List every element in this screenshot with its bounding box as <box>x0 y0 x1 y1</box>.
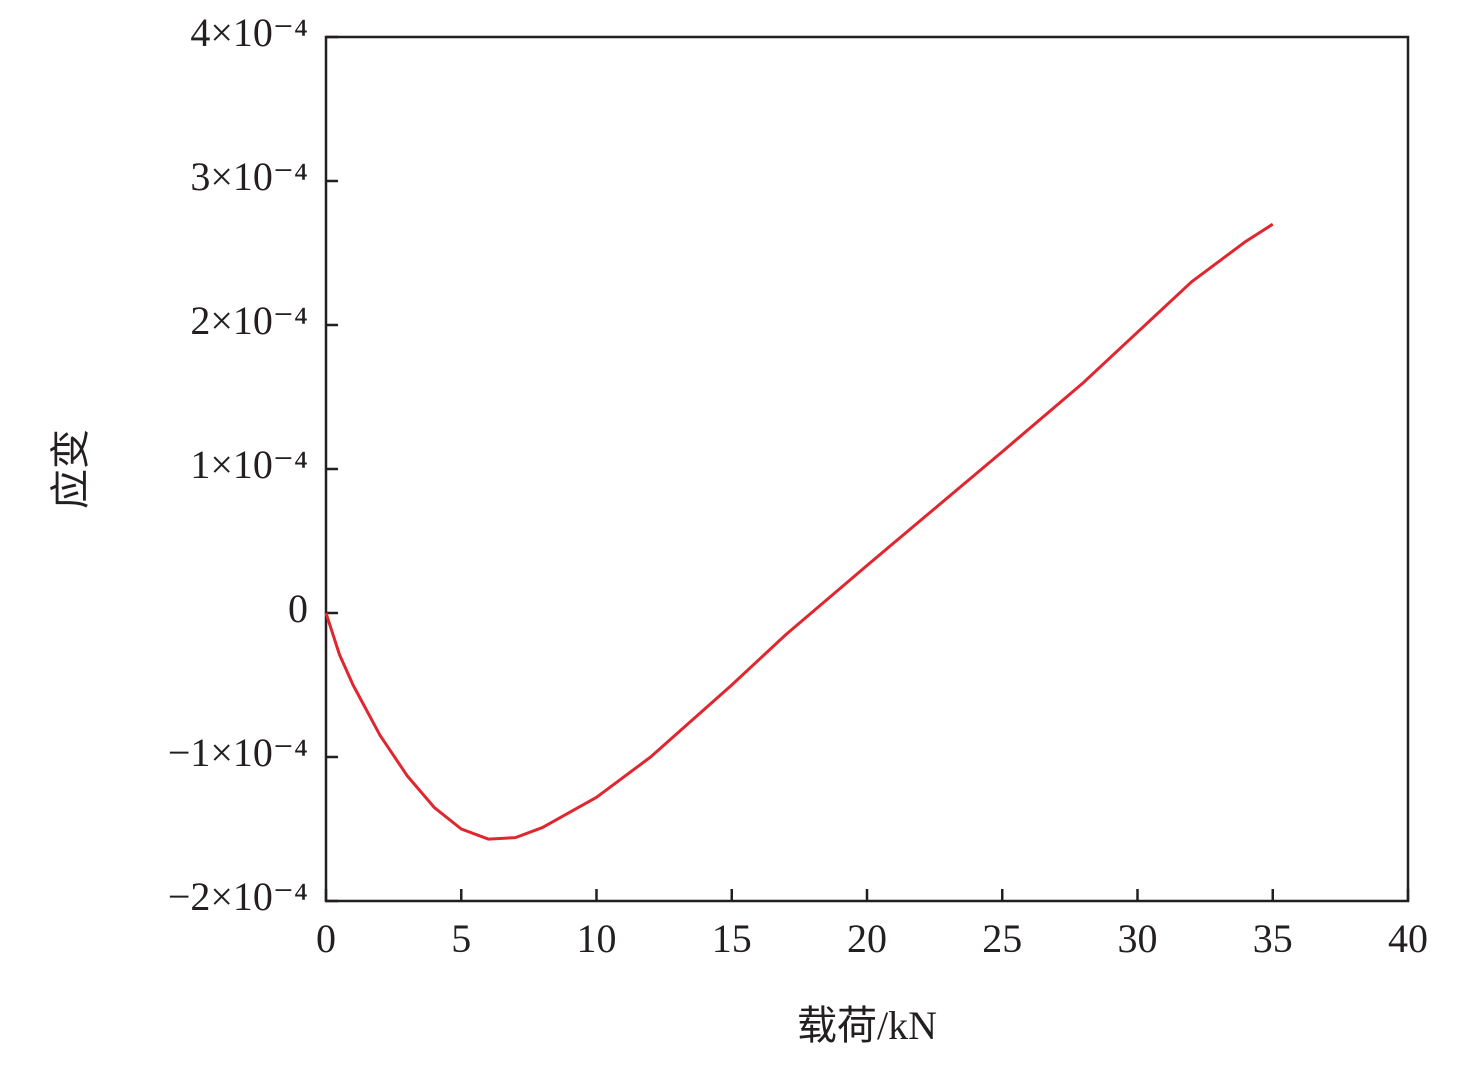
x-tick-label: 30 <box>1118 916 1158 961</box>
x-tick-label: 20 <box>847 916 887 961</box>
x-tick-label: 0 <box>316 916 336 961</box>
plot-frame <box>324 35 1410 903</box>
y-tick-label: 2×10⁻⁴ <box>190 298 308 343</box>
y-tick-label: −1×10⁻⁴ <box>168 730 308 775</box>
y-tick-label: −2×10⁻⁴ <box>168 874 308 919</box>
x-tick-label: 35 <box>1253 916 1293 961</box>
x-tick-label: 10 <box>577 916 617 961</box>
y-tick-label: 4×10⁻⁴ <box>190 10 308 55</box>
y-axis-label: 应变 <box>48 429 93 509</box>
y-tick-label: 0 <box>288 586 308 631</box>
x-tick-label: 25 <box>982 916 1022 961</box>
y-tick-label: 3×10⁻⁴ <box>190 154 308 199</box>
x-axis-label: 载荷/kN <box>797 1003 937 1048</box>
x-tick-label: 15 <box>712 916 752 961</box>
x-tick-label: 5 <box>451 916 471 961</box>
line-series <box>324 222 1274 841</box>
y-tick-label: 1×10⁻⁴ <box>190 442 308 487</box>
x-tick-label: 40 <box>1388 916 1428 961</box>
